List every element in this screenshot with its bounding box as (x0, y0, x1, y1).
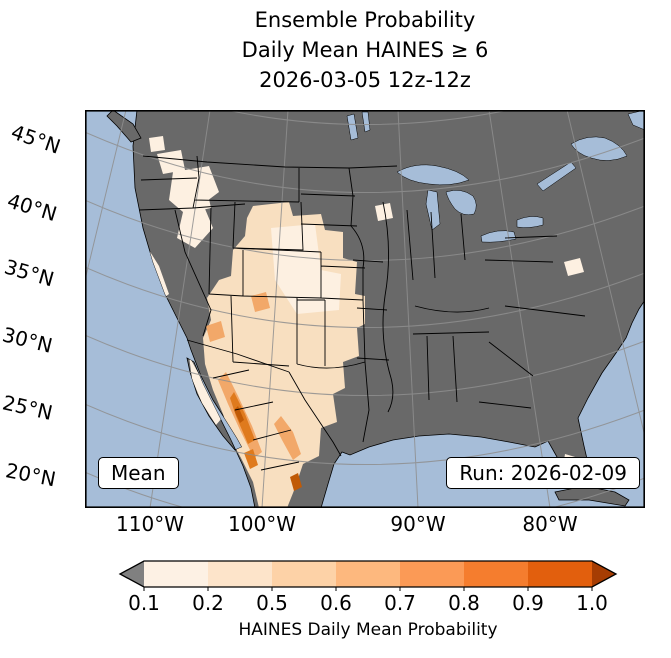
colorbar-over-arrow (592, 561, 616, 587)
borders-east (352, 201, 586, 413)
cbar-tick-0-5: 0.5 (256, 591, 288, 615)
figure-title: Ensemble Probability Daily Mean HAINES ≥… (85, 5, 645, 95)
cbar-tick-1-0: 1.0 (576, 591, 608, 615)
shading-great-basin (149, 136, 219, 300)
map-frame (85, 110, 645, 508)
lake-ontario (516, 216, 544, 228)
lat-label-30n: 30°N (0, 322, 55, 358)
shading-plains-core (271, 203, 393, 314)
lon-label-90w: 90°W (390, 512, 446, 536)
colorbar-svg: 0.1 0.2 0.5 0.6 0.7 0.8 0.9 1.0 (118, 560, 618, 615)
borders-west (138, 155, 398, 457)
lat-label-35n: 35°N (1, 254, 57, 292)
lat-label-20n: 20°N (3, 458, 58, 492)
mean-annotation-box: Mean (98, 457, 179, 489)
lake-superior (396, 164, 470, 186)
lakes (346, 110, 645, 243)
cbar-tick-0-9: 0.9 (512, 591, 544, 615)
lat-label-25n: 25°N (0, 390, 55, 426)
lon-label-110w: 110°W (116, 512, 184, 536)
colorbar-seg-4 (336, 561, 400, 587)
colorbar-seg-7 (528, 561, 592, 587)
cbar-tick-0-8: 0.8 (448, 591, 480, 615)
lake-huron (445, 189, 477, 216)
colorbar-seg-3 (272, 561, 336, 587)
shading-sierra-madre-medium (206, 292, 301, 460)
meridian-lines (85, 110, 645, 508)
shading-dark-spots (234, 406, 302, 491)
borders-mexico (212, 369, 300, 471)
colorbar-seg-5 (400, 561, 464, 587)
run-date-annotation-box: Run: 2026-02-09 (446, 457, 640, 489)
graticule (85, 110, 645, 508)
lake-erie (480, 230, 517, 243)
colorbar: 0.1 0.2 0.5 0.6 0.7 0.8 0.9 1.0 (118, 558, 618, 620)
lake-winnipeg (346, 111, 371, 141)
title-line-1: Ensemble Probability (254, 8, 476, 32)
cbar-tick-0-7: 0.7 (384, 591, 416, 615)
title-line-3: 2026-03-05 12z-12z (259, 68, 471, 92)
colorbar-axis-label: HAINES Daily Mean Probability (238, 620, 498, 640)
vancouver-island (106, 110, 142, 143)
title-line-2: Daily Mean HAINES ≥ 6 (241, 38, 489, 62)
lake-michigan (425, 189, 441, 231)
borders-central (208, 167, 370, 443)
colorbar-tickmarks (143, 587, 593, 591)
lat-label-45n: 45°N (8, 119, 64, 159)
colorbar-seg-6 (464, 561, 528, 587)
map-svg (85, 110, 645, 508)
cbar-tick-0-6: 0.6 (320, 591, 352, 615)
state-borders (138, 155, 586, 471)
lon-label-100w: 100°W (228, 512, 296, 536)
lat-label-40n: 40°N (4, 188, 60, 227)
cbar-tick-0-1: 0.1 (128, 591, 160, 615)
cbar-tick-0-2: 0.2 (192, 591, 224, 615)
colorbar-under-arrow (120, 561, 144, 587)
lon-label-80w: 80°W (522, 512, 578, 536)
colorbar-seg-1 (144, 561, 208, 587)
probability-shading (149, 136, 584, 508)
map-canvas (85, 110, 645, 508)
colorbar-seg-2 (208, 561, 272, 587)
